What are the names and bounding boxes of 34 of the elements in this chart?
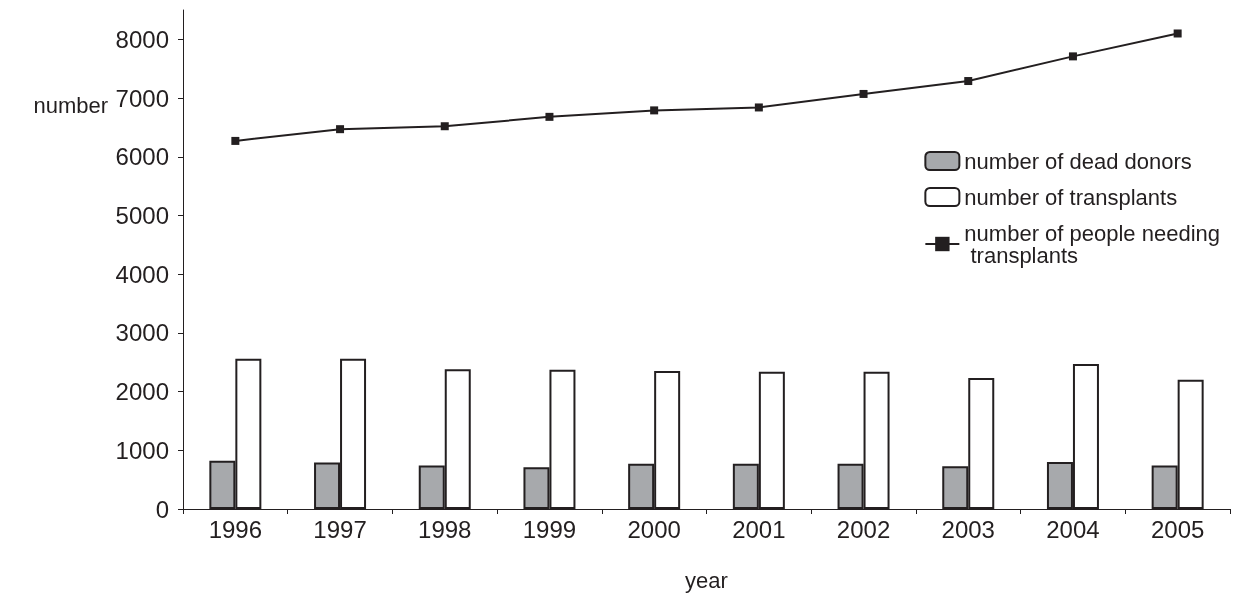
- y-tick-label: 2000: [115, 378, 169, 406]
- x-axis-title: year: [685, 567, 728, 593]
- y-tick-label: 5000: [115, 201, 169, 229]
- x-tick-label: 1997: [313, 515, 367, 543]
- y-tick-label: 4000: [115, 260, 169, 288]
- x-tick-label: 2002: [836, 515, 891, 543]
- x-tick-label: 1998: [418, 515, 472, 543]
- x-tick-label: 2003: [941, 515, 995, 543]
- point: [1173, 29, 1182, 38]
- point: [545, 112, 554, 121]
- y-tick-label: 7000: [115, 84, 169, 112]
- point: [336, 125, 345, 134]
- y-tick-label: 3000: [115, 319, 169, 347]
- point: [1068, 52, 1077, 61]
- y-tick-label: 0: [155, 495, 169, 523]
- y-tick-label: 8000: [115, 25, 169, 53]
- point: [754, 103, 763, 112]
- legend-label: number of transplants: [964, 184, 1178, 210]
- y-tick-label: 1000: [115, 436, 169, 464]
- legend-label: number of people needing transplants: [964, 220, 1221, 268]
- point: [964, 77, 973, 86]
- point: [650, 106, 659, 115]
- point: [231, 136, 240, 145]
- x-tick-label: 2004: [1046, 515, 1100, 543]
- x-tick-label: 1996: [208, 515, 263, 543]
- x-tick-label: 2005: [1150, 515, 1205, 543]
- legend-label: number of dead donors: [964, 148, 1192, 174]
- x-tick-label: 1999: [522, 515, 577, 543]
- y-axis-title: number: [33, 92, 108, 118]
- point: [859, 89, 868, 98]
- x-tick-label: 2001: [732, 515, 786, 543]
- point: [440, 122, 449, 131]
- y-tick-label: 6000: [115, 143, 169, 171]
- x-tick-label: 2000: [627, 515, 681, 543]
